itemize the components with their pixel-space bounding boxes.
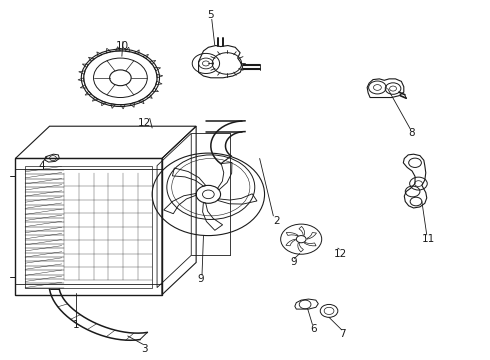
Text: 12: 12	[138, 118, 151, 128]
Text: 12: 12	[334, 248, 347, 258]
Text: 2: 2	[273, 216, 280, 226]
Text: 5: 5	[207, 10, 214, 20]
Text: 1: 1	[73, 320, 80, 330]
Text: 11: 11	[421, 234, 435, 244]
Text: 7: 7	[340, 329, 346, 339]
Text: 8: 8	[408, 129, 415, 138]
Text: 9: 9	[197, 274, 204, 284]
Text: 9: 9	[291, 257, 297, 267]
Bar	[15, 158, 162, 169]
Text: 4: 4	[39, 161, 46, 171]
Text: 6: 6	[310, 324, 317, 334]
Text: 3: 3	[142, 343, 148, 354]
Bar	[15, 284, 162, 295]
Text: 10: 10	[116, 41, 129, 50]
Bar	[25, 166, 152, 288]
Bar	[15, 158, 162, 295]
